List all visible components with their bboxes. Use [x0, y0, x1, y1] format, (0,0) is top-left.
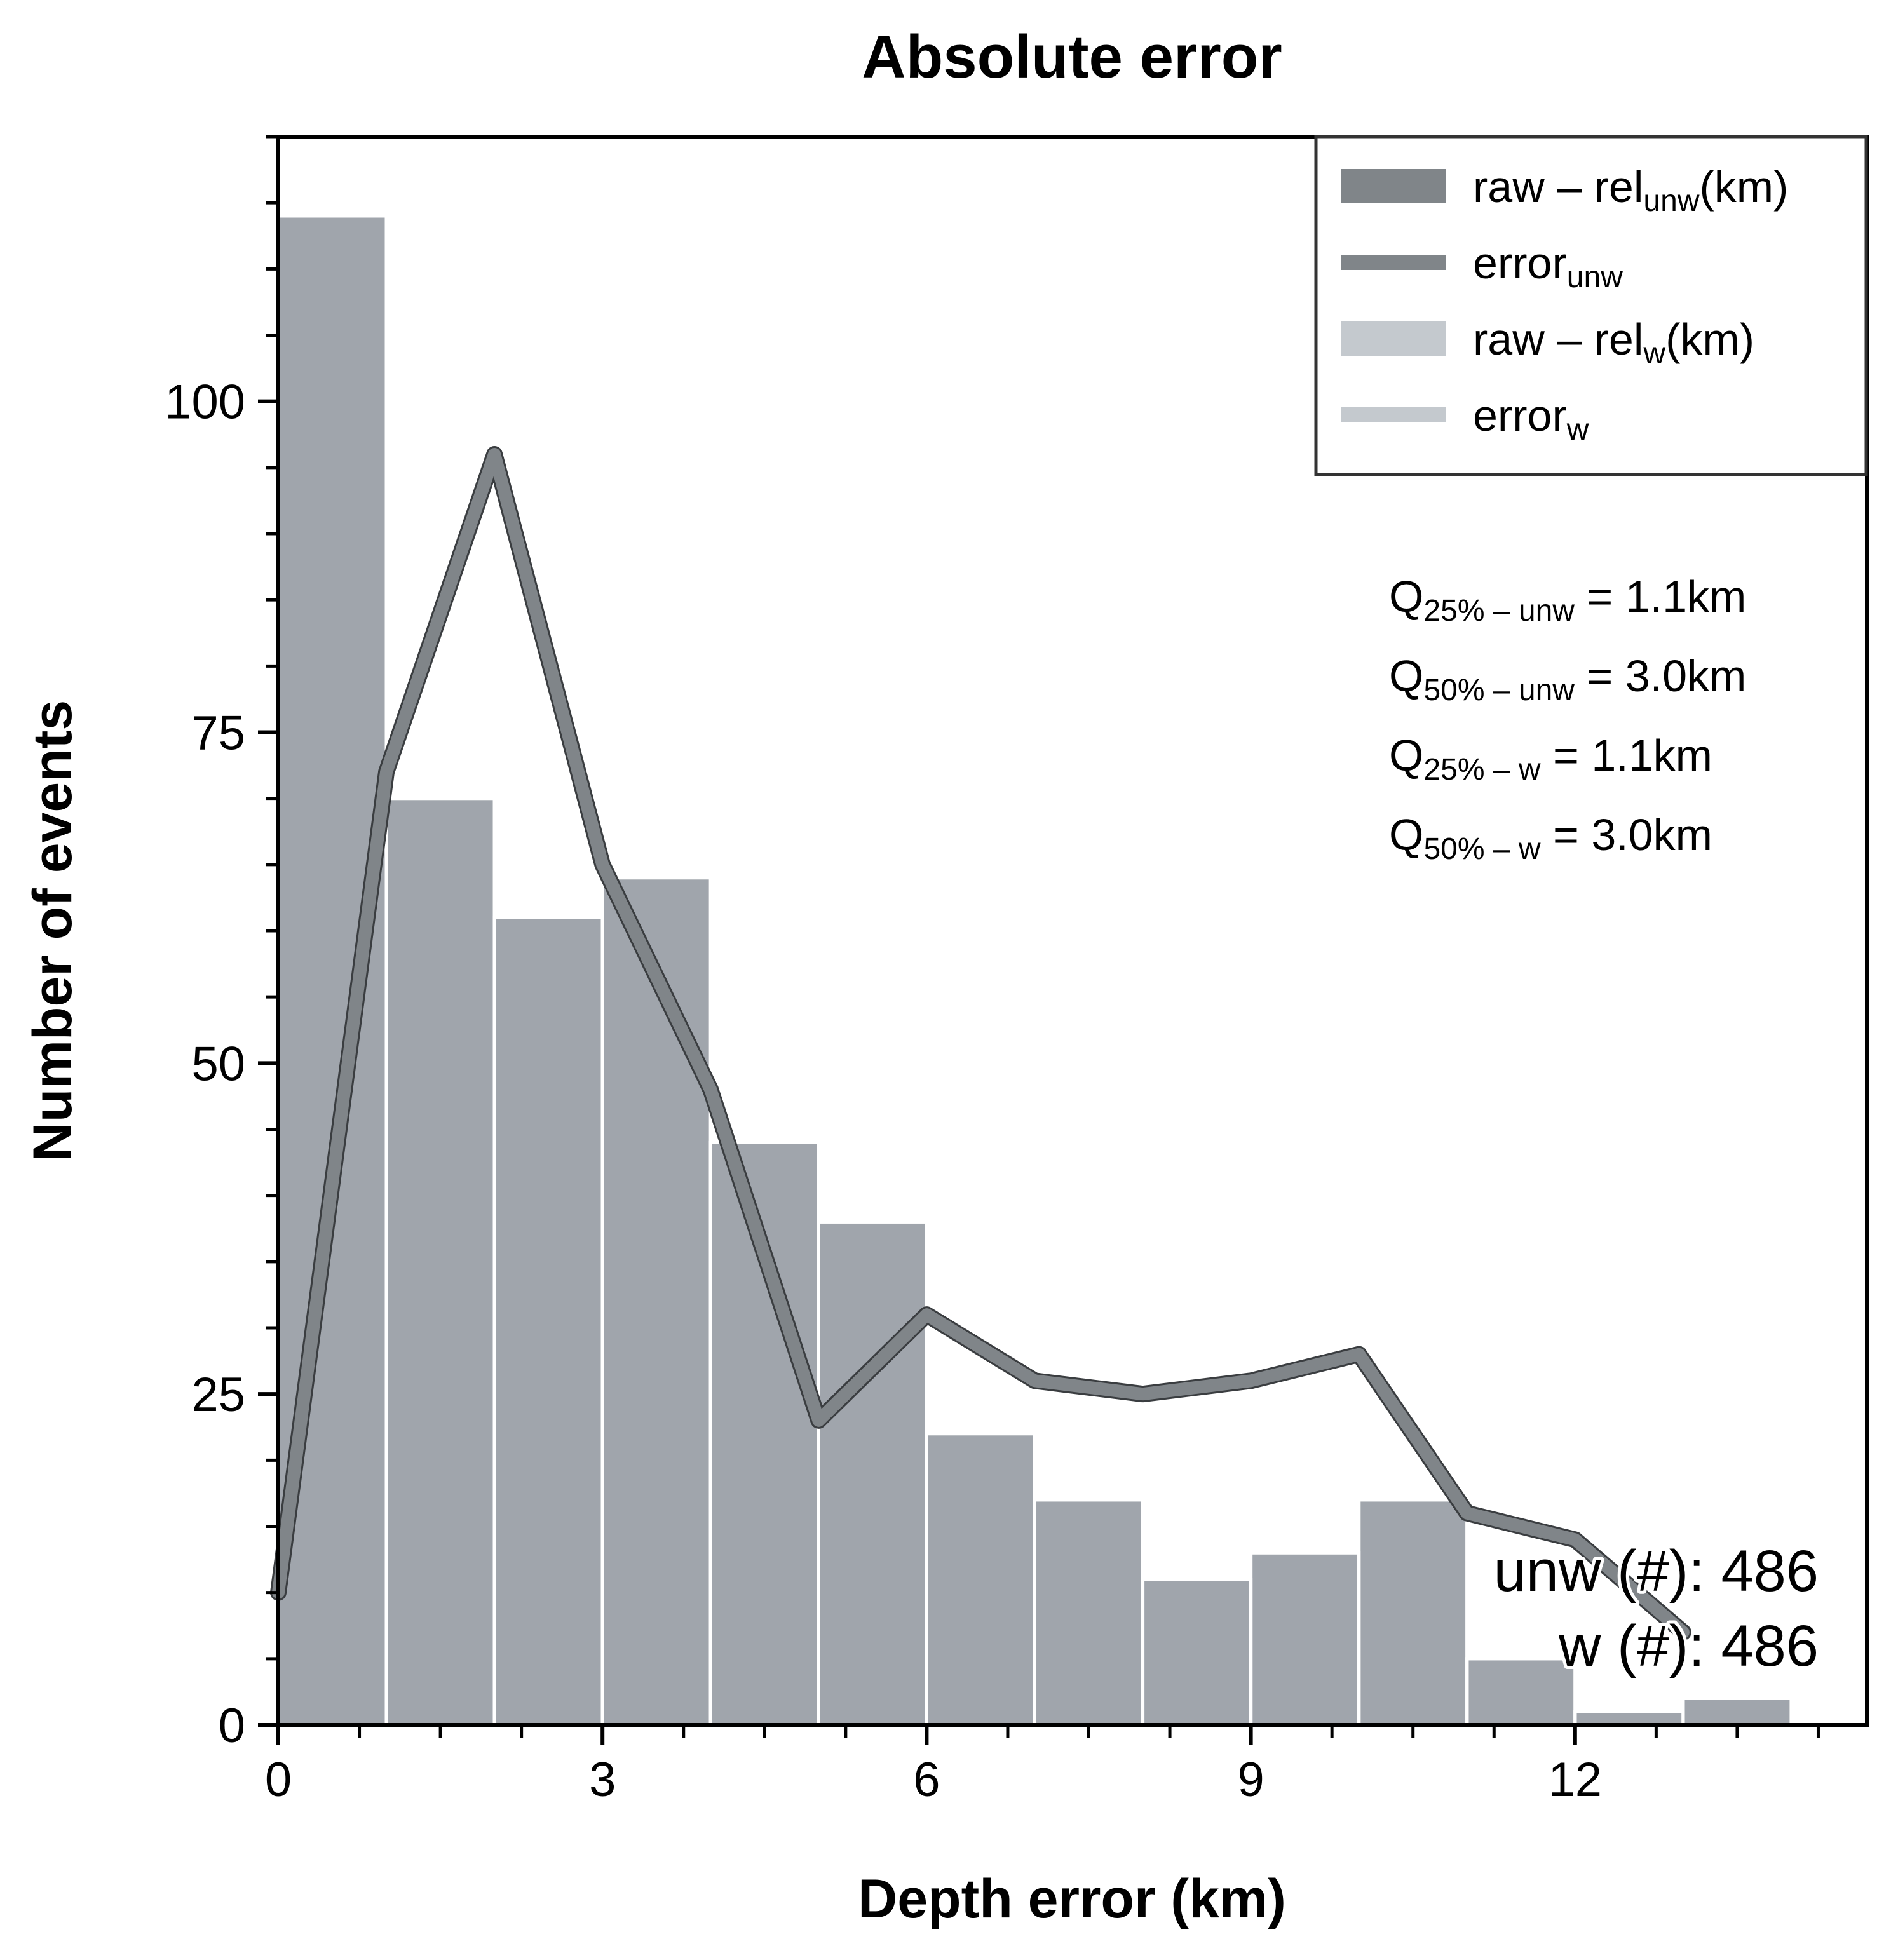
bar-group [276, 214, 1793, 1727]
y-tick-label: 75 [191, 706, 245, 760]
legend-swatch-line [1341, 407, 1446, 422]
quantile-label: Q25% – unw = 1.1km [1389, 572, 1746, 628]
bar-w-5 [817, 1220, 928, 1727]
legend-label: errorw [1473, 391, 1589, 447]
legend-swatch-bar [1341, 169, 1446, 203]
legend-label: raw – relw(km) [1473, 314, 1754, 370]
bar-w-3 [600, 876, 712, 1727]
line-unw [272, 448, 1690, 1639]
y-tick-label: 25 [191, 1368, 245, 1422]
count-label: w (#): 486 [1558, 1614, 1819, 1679]
legend-label: errorunw [1473, 238, 1623, 294]
x-tick-label: 0 [265, 1753, 292, 1807]
bar-w-13 [1681, 1696, 1793, 1727]
chart-title: Absolute error [862, 23, 1282, 91]
legend-swatch-line [1341, 255, 1446, 270]
y-tick-label: 100 [165, 375, 245, 429]
bar-w-2 [492, 916, 604, 1727]
line-group [270, 446, 1691, 1641]
legend-label: raw – relunw(km) [1473, 162, 1788, 218]
bar-w-8 [1141, 1578, 1253, 1727]
quantile-label: Q25% – w = 1.1km [1389, 731, 1712, 787]
y-axis-label: Number of events [22, 700, 83, 1161]
y-tick-label: 50 [191, 1037, 245, 1091]
bar-unw-11 [1465, 1657, 1577, 1727]
legend: raw – relunw(km) errorunw raw – relw(km) er… [1314, 135, 1868, 476]
tick-group: 0 3 6 9 12 0 25 50 75 100 [165, 135, 1820, 1807]
bar-w-7 [1033, 1498, 1145, 1727]
bar-w-6 [925, 1432, 1036, 1727]
y-tick-label: 0 [219, 1699, 245, 1753]
bar-unw-9 [1249, 1551, 1361, 1727]
x-tick-label: 6 [913, 1753, 940, 1807]
bar-w-9 [1249, 1551, 1361, 1727]
bar-unw-1 [384, 797, 496, 1727]
count-label: unw (#): 486 [1494, 1539, 1819, 1604]
x-axis-label: Depth error (km) [858, 1869, 1286, 1930]
quantile-annotations: Q25% – unw = 1.1km Q50% – unw = 3.0km Q25%… [1389, 572, 1746, 866]
x-tick-label: 12 [1549, 1753, 1603, 1807]
bar-w-1 [384, 797, 496, 1727]
quantile-label: Q50% – unw = 3.0km [1389, 651, 1746, 707]
legend-swatch-bar [1341, 321, 1446, 356]
bar-w-10 [1357, 1498, 1469, 1727]
quantile-label: Q50% – w = 3.0km [1389, 810, 1712, 866]
count-annotations: unw (#): 486 w (#): 486 [1491, 1536, 1822, 1682]
x-tick-label: 9 [1237, 1753, 1264, 1807]
bar-w-12 [1573, 1710, 1685, 1727]
x-tick-label: 3 [589, 1753, 616, 1807]
